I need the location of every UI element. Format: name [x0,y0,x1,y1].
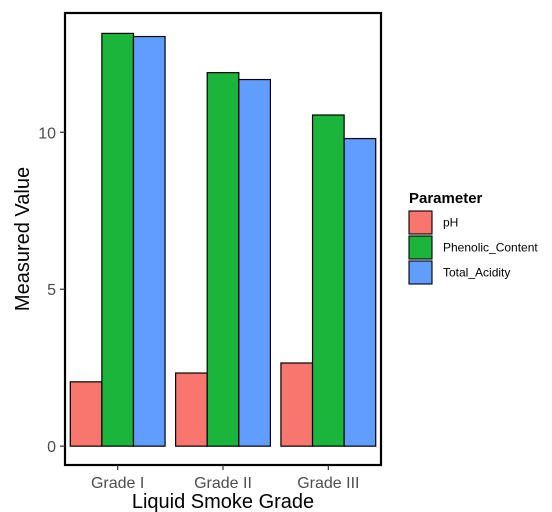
legend-label: Total_Acidity [443,266,510,280]
legend-key-ph [408,210,433,235]
x-tick-label: Grade III [297,475,359,492]
bar-ph-grade-i [69,381,103,447]
legend-key-phenolic-content [408,235,433,260]
legend-label: Phenolic_Content [443,241,538,255]
bar-total-acidity-grade-ii [238,78,272,447]
legend-title: Parameter [409,190,483,207]
legend: Parameter pH Phenolic_Content Total_Acidit… [408,190,538,285]
y-axis-ticks: 0 5 10 [38,125,65,456]
legend-label: pH [443,216,458,230]
bar-total-acidity-grade-i [132,35,166,447]
y-tick-label: 5 [47,282,56,299]
bar-phenolic-content-grade-iii [311,114,345,447]
bar-phenolic-content-grade-ii [206,72,240,447]
y-axis-title: Measured Value [12,167,34,311]
x-tick-label: Grade II [194,475,252,492]
x-tick-label: Grade I [91,475,144,492]
x-axis-title: Liquid Smoke Grade [132,491,314,512]
bar-ph-grade-ii [175,372,208,447]
y-tick-label: 0 [47,439,56,456]
bars-group [69,32,377,447]
x-axis-ticks: Grade I Grade II Grade III [91,465,359,492]
y-tick-label: 10 [38,125,56,142]
bar-total-acidity-grade-iii [343,137,377,447]
legend-key-total-acidity [408,260,433,285]
bar-phenolic-content-grade-i [101,32,135,447]
bar-ph-grade-iii [280,362,314,447]
